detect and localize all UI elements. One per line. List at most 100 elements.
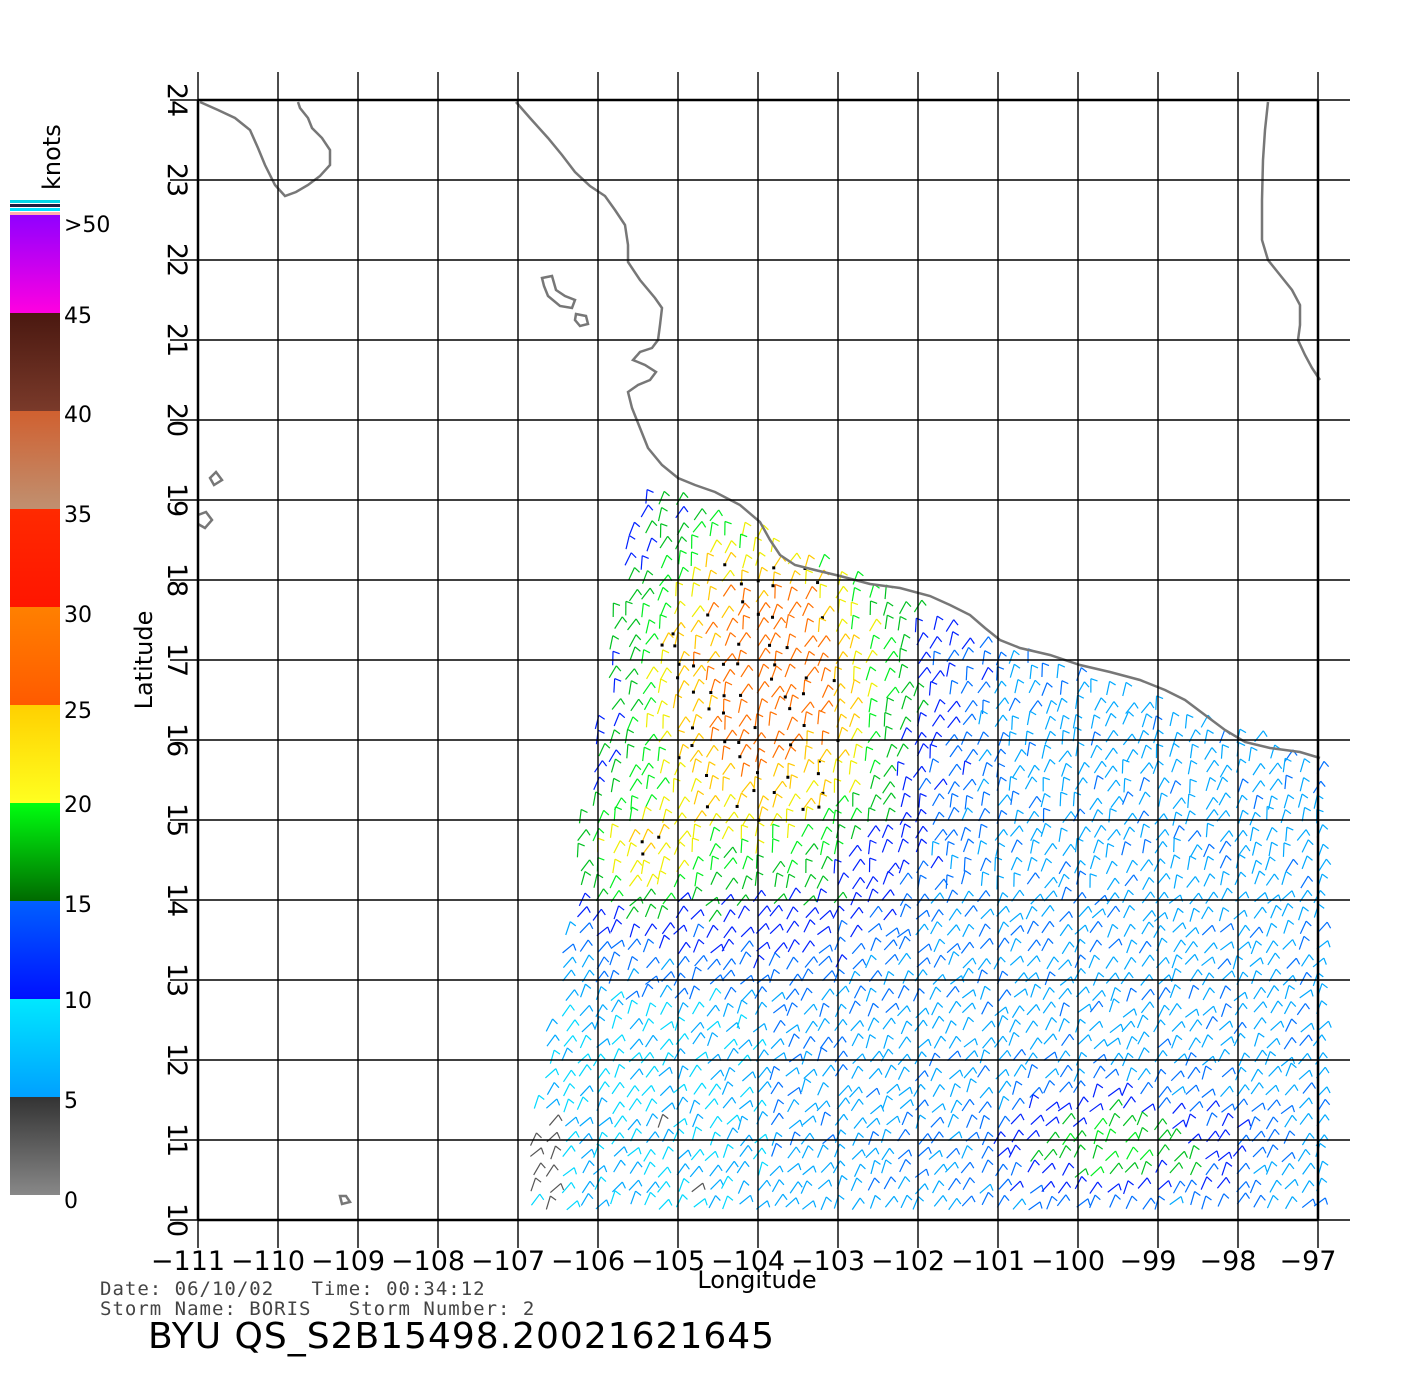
wind-barb — [1073, 891, 1087, 904]
wind-barb — [691, 886, 703, 901]
wind-barb — [772, 823, 780, 839]
wind-barb — [1041, 1180, 1056, 1193]
wind-barb — [1043, 1051, 1058, 1061]
wind-barb — [979, 1183, 994, 1194]
coastline-segment — [199, 100, 332, 198]
longitude-tick: −100 — [1031, 1246, 1105, 1277]
wind-barb — [692, 856, 704, 870]
wind-barb — [1218, 907, 1230, 922]
wind-barb — [753, 1099, 767, 1112]
wind-barb — [865, 649, 878, 664]
wind-barb — [1105, 701, 1119, 714]
wind-barb — [1153, 924, 1166, 938]
wind-barb — [613, 806, 622, 821]
scale-band — [10, 509, 60, 607]
wind-barb — [610, 758, 622, 773]
wind-barb — [928, 680, 938, 696]
wind-barb — [850, 679, 861, 694]
wind-barb — [628, 1179, 643, 1191]
wind-barb — [817, 1179, 833, 1190]
wind-barb — [1281, 870, 1292, 885]
wind-barb — [1204, 942, 1218, 954]
wind-barb — [1301, 839, 1314, 853]
wind-barb — [1077, 761, 1090, 776]
wind-barb — [1056, 663, 1066, 679]
wind-barb — [1058, 1018, 1070, 1032]
wind-barb — [613, 678, 622, 693]
wind-barb — [610, 777, 621, 793]
wind-barb — [725, 877, 739, 890]
wind-barb — [627, 968, 640, 982]
wind-barb — [562, 943, 577, 954]
wind-barb — [1108, 938, 1123, 949]
wind-barb — [884, 953, 899, 965]
wind-barb — [723, 846, 737, 859]
wind-barb — [630, 795, 639, 810]
wind-barb — [822, 970, 836, 982]
longitude-tick: −106 — [551, 1246, 625, 1277]
wind-barb — [580, 870, 592, 886]
wind-barb — [676, 955, 690, 968]
wind-barb — [1142, 838, 1152, 854]
wind-barb — [756, 974, 771, 984]
wind-barb — [1059, 911, 1073, 923]
wind-barb — [949, 793, 959, 808]
wind-barb — [1126, 749, 1139, 763]
wind-barb — [819, 1002, 830, 1017]
wind-barb — [706, 651, 721, 664]
wind-barb — [1202, 1005, 1217, 1016]
wind-barb — [1173, 874, 1184, 889]
wind-barb — [657, 1166, 672, 1178]
wind-barb — [1281, 890, 1296, 901]
wind-barb — [660, 855, 671, 871]
wind-barb — [705, 621, 719, 635]
wind-barb — [1029, 1086, 1044, 1099]
wind-barb — [917, 874, 927, 889]
wind-barb — [1253, 906, 1267, 919]
wind-barb — [640, 555, 649, 570]
wind-barb — [1046, 1131, 1060, 1144]
wind-barb — [914, 1183, 929, 1195]
wind-barb — [928, 1149, 943, 1160]
wind-barb — [837, 570, 848, 586]
wind-barb — [1105, 843, 1115, 858]
wind-barb — [692, 1113, 704, 1128]
wind-barb — [595, 986, 607, 1000]
wind-barb — [690, 551, 699, 566]
wind-barb — [945, 1020, 957, 1034]
wind-barb — [1252, 780, 1266, 793]
wind-barb — [646, 666, 659, 680]
wind-barb — [1121, 791, 1134, 805]
wind-barb — [1058, 827, 1068, 842]
wind-barb — [660, 602, 672, 617]
wind-barb — [737, 698, 748, 713]
wind-barb — [948, 1000, 962, 1014]
rain-flag — [709, 691, 713, 695]
wind-barb — [787, 1086, 802, 1097]
wind-barb — [788, 1053, 804, 1063]
wind-barb — [1010, 924, 1025, 936]
wind-barb — [656, 870, 667, 885]
wind-barb — [1093, 760, 1107, 774]
wind-barb — [641, 983, 654, 998]
wind-barb — [692, 1032, 706, 1045]
wind-barb — [691, 605, 705, 618]
wind-barb — [771, 991, 786, 1002]
wind-barb — [1125, 702, 1139, 715]
latitude-tick: 12 — [161, 1043, 192, 1077]
wind-barb — [1251, 841, 1263, 856]
wind-barb — [709, 1115, 723, 1129]
wind-barb — [628, 521, 641, 536]
wind-barb — [772, 1004, 788, 1014]
lat-lon-grid — [170, 72, 1350, 1248]
wind-barb — [644, 923, 658, 937]
wind-barb — [787, 762, 795, 778]
wind-barb — [913, 599, 927, 613]
wind-barb — [1186, 876, 1200, 888]
wind-barb — [677, 566, 689, 581]
wind-barb — [656, 700, 668, 715]
wind-barb — [1253, 1032, 1265, 1047]
wind-barb — [1061, 1033, 1075, 1047]
wind-barb — [806, 730, 814, 745]
wind-barb — [961, 637, 975, 650]
